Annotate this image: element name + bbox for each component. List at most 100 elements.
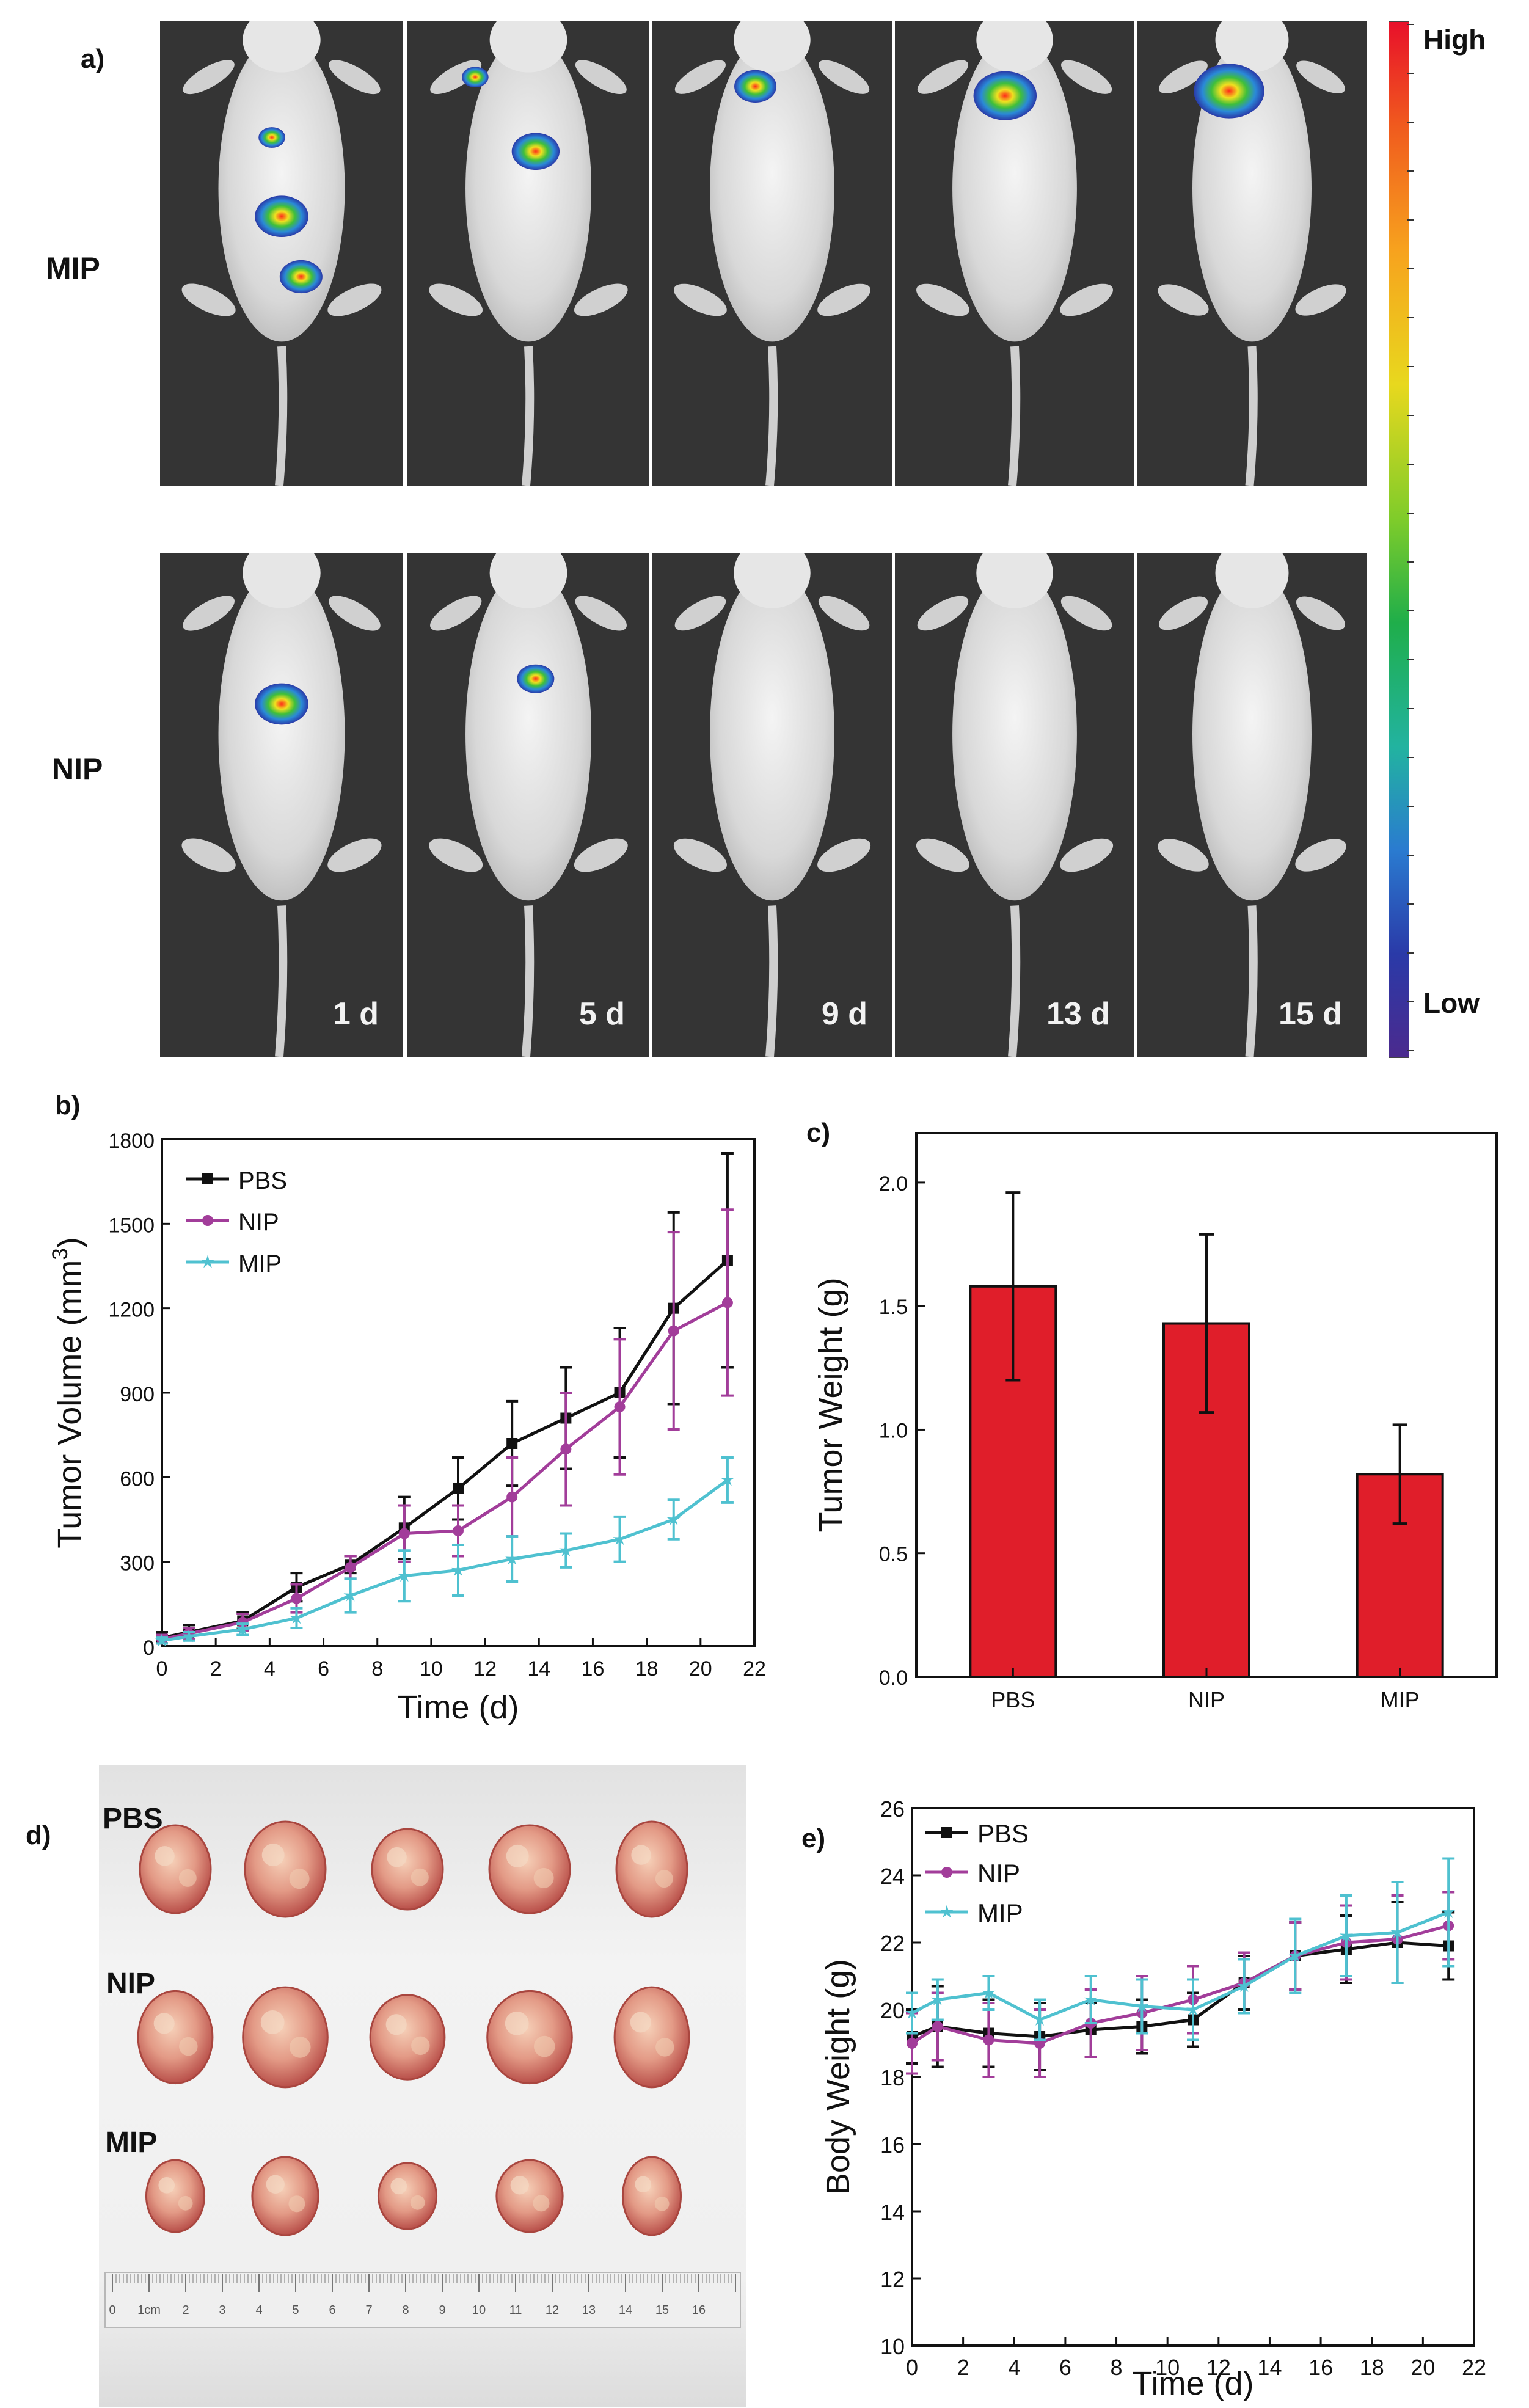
mouse-leg [1061, 60, 1112, 94]
tumor-specimen [615, 1820, 688, 1918]
x-tick-label: 2 [210, 1657, 222, 1680]
tumor-lobe [390, 2178, 407, 2195]
ruler-label: 2 [182, 2304, 189, 2317]
mouse-image [1158, 21, 1346, 486]
mouse-body [952, 567, 1077, 901]
data-point [721, 1297, 733, 1308]
data-point [614, 1401, 626, 1413]
x-tick-label: 22 [1462, 2355, 1486, 2380]
tumor-lobe [630, 2012, 651, 2033]
y-tick-label: 24 [880, 1864, 905, 1889]
tumor-specimen [488, 1824, 571, 1914]
imaging-tile: 9 d [652, 553, 892, 1057]
y-tick-label: 0.0 [879, 1666, 908, 1690]
tumor-lobe [533, 2195, 550, 2212]
tumor-lobe [654, 2196, 670, 2211]
ruler-label: 15 [655, 2304, 669, 2317]
tumor-lobe [288, 2195, 305, 2213]
ruler-label: 5 [292, 2304, 299, 2317]
data-point [930, 1992, 944, 2005]
mouse-leg [429, 283, 483, 316]
mouse-leg [1295, 284, 1346, 316]
tumor-specimen [371, 1828, 444, 1911]
row-label-nip: NIP [52, 752, 103, 786]
x-tick-label: 18 [635, 1657, 659, 1680]
ruler-label: 16 [692, 2304, 706, 2317]
mouse-tail [1008, 346, 1021, 486]
x-tick-label: PBS [991, 1687, 1035, 1712]
legend-label: MIP [238, 1250, 282, 1277]
x-axis-label: Time (d) [1133, 2365, 1254, 2402]
y-tick-label: 0 [143, 1636, 155, 1660]
y-tick-label: 18 [880, 2065, 905, 2090]
mouse-leg [817, 838, 871, 872]
mouse-body [465, 35, 591, 342]
tumor-lobe [411, 1868, 429, 1886]
x-tick-label: 16 [1308, 2355, 1333, 2380]
day-label: 13 d [1046, 996, 1110, 1032]
data-point [1237, 1979, 1251, 1992]
mouse-image [916, 553, 1114, 1057]
x-tick-label: 20 [1410, 2355, 1435, 2380]
x-tick-label: 2 [957, 2355, 969, 2380]
data-point [559, 1543, 573, 1556]
tumor-lobe [289, 2037, 311, 2058]
mouse-leg [674, 283, 727, 316]
tumor-lobe [289, 1869, 310, 1889]
x-tick-label: 10 [420, 1657, 443, 1680]
data-point [1339, 1928, 1353, 1942]
data-point [1288, 1949, 1302, 1962]
y-axis-label: Tumor Volume (mm3) [48, 1237, 88, 1549]
tumor-lobe [266, 2175, 285, 2194]
mouse-head [734, 553, 811, 608]
data-point [1186, 2002, 1200, 2016]
mouse-leg [429, 838, 483, 872]
mouse-leg [181, 283, 236, 316]
data-point [290, 1611, 304, 1624]
mouse-head [976, 553, 1053, 608]
signal-hotspot [511, 133, 560, 170]
tumor-specimen [139, 1824, 212, 1914]
mouse-leg [327, 838, 382, 872]
mouse-leg [1158, 596, 1208, 630]
plot-frame [911, 1807, 1475, 2347]
tumor-photo: PBS NIP MIP 0 1cm 2 3 4 5 6 7 8 9 10 11 12 13 14 15 16 [99, 1765, 746, 2407]
data-point [941, 1867, 952, 1878]
signal-hotspot [734, 70, 777, 103]
x-tick-label: 6 [1059, 2355, 1071, 2380]
y-tick-label: 1.0 [879, 1419, 908, 1442]
imaging-tile: 1 d [160, 553, 403, 1057]
data-point [668, 1325, 679, 1337]
legend-label: PBS [977, 1819, 1029, 1848]
data-point [453, 1525, 464, 1536]
mouse-image [181, 21, 382, 486]
tumor-lobe [410, 2195, 425, 2210]
tumor-specimen [145, 2159, 206, 2233]
mouse-head [1215, 21, 1289, 73]
mouse-image [673, 553, 871, 1057]
tumor-weight-chart: 0.0 0.5 1.0 1.5 2.0 PBS NIP MIP Tumor Weight (g) [812, 1132, 1498, 1712]
y-tick-label: 20 [880, 1998, 905, 2023]
data-point [720, 1473, 734, 1486]
tumor-lobe [385, 2014, 407, 2035]
series-line [911, 1941, 1449, 2038]
mouse-tail [275, 905, 288, 1057]
y-tick-label: 22 [880, 1931, 905, 1956]
mouse-leg [819, 60, 870, 94]
ruler-body [104, 2272, 741, 2328]
mouse-image [916, 21, 1113, 486]
tumor-specimen [621, 2156, 682, 2236]
tumor-lobe [505, 2011, 529, 2035]
body-weight-chart: 0 2 4 6 8 10 12 14 16 18 20 22101214161820222426PBS… [820, 1797, 1486, 2402]
y-tick-label: 10 [880, 2334, 905, 2359]
tumor-lobe [631, 1845, 651, 1865]
data-point [1442, 1905, 1456, 1918]
day-label: 5 d [578, 996, 625, 1032]
tumor-specimen [377, 2162, 438, 2230]
x-tick-label: 16 [582, 1657, 605, 1680]
legend-label: PBS [238, 1167, 287, 1194]
tumor-specimen [613, 1986, 690, 2089]
mouse-image [429, 553, 628, 1057]
mouse-image [1158, 553, 1346, 1057]
data-point [905, 2005, 919, 2019]
